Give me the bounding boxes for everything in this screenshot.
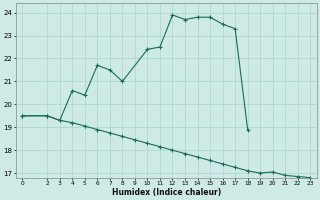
X-axis label: Humidex (Indice chaleur): Humidex (Indice chaleur)	[112, 188, 221, 197]
